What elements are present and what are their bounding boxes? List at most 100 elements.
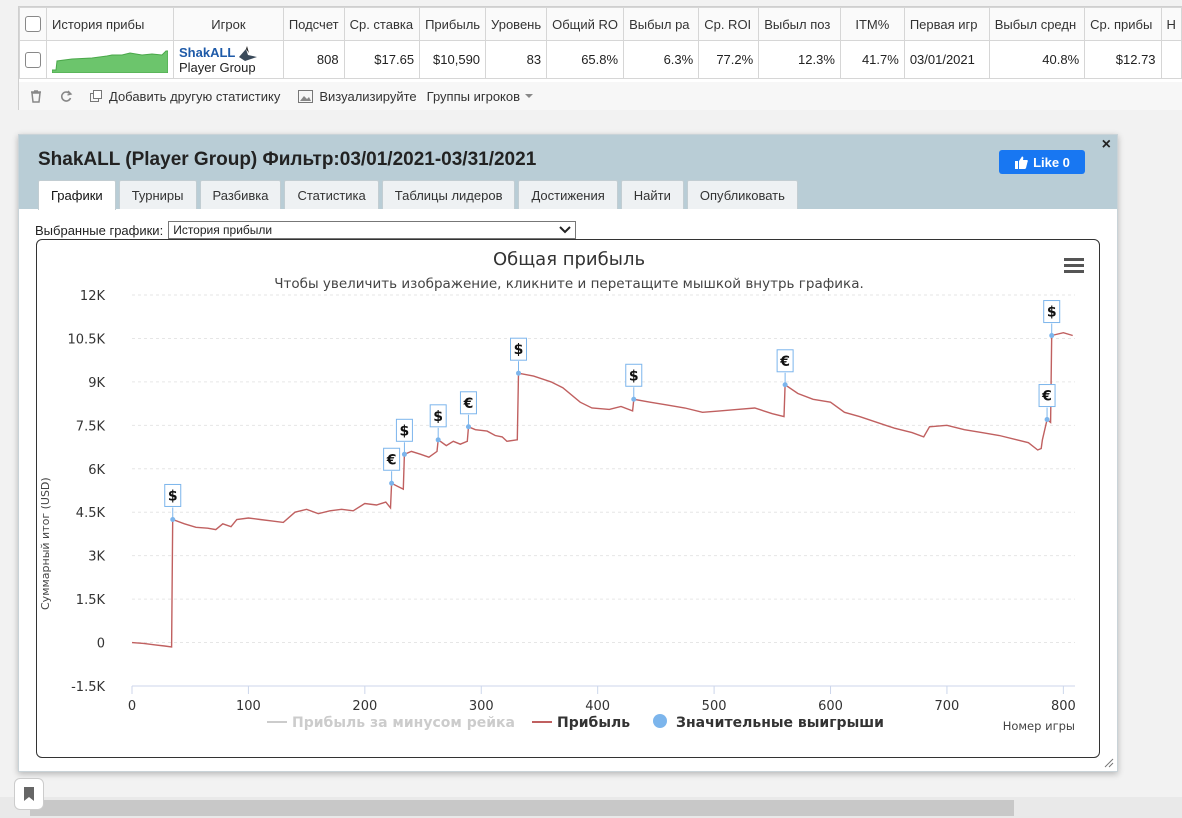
header-late-exit[interactable]: Выбыл поз [758,7,841,41]
flag-box [1038,384,1056,408]
big-win-flag[interactable]: € [776,349,794,388]
big-win-point [401,451,407,457]
chart-series [131,331,1073,648]
x-tick-label: 100 [236,699,261,714]
row-checkbox-cell[interactable] [19,40,47,79]
profit-chart-container[interactable]: Общая прибыль Чтобы увеличить изображени… [36,239,1100,758]
dialog-title: ShakALL (Player Group) Фильтр:03/01/2021… [38,149,537,170]
y-tick-label: 12K [80,289,106,304]
player-name-link[interactable]: ShakALL [179,44,236,60]
close-icon[interactable]: × [1101,136,1111,153]
header-itm[interactable]: ITM% [839,7,905,41]
add-stat-button[interactable]: Добавить другую статистику [89,89,280,104]
flag-box [1043,300,1061,324]
flag-box [383,447,401,471]
player-groups-dropdown[interactable]: Группы игроков [427,89,540,104]
legend-big-wins[interactable]: Значительные выигрыши [676,715,884,731]
chevron-down-icon [559,226,571,234]
big-win-flag[interactable]: € [1038,384,1056,423]
hamburger-menu-icon[interactable] [1064,258,1084,273]
header-profit-history[interactable]: История прибы [46,7,174,41]
legend-profit[interactable]: Прибыль [557,715,630,731]
resize-grip-icon[interactable] [1104,758,1114,768]
cell-level: 83 [485,40,548,79]
flag-label: $ [1047,305,1057,321]
tab-breakdown[interactable]: Разбивка [199,180,282,209]
header-count[interactable]: Подсчет [282,7,345,41]
cell-mid-exit: 40.8% [988,40,1086,79]
profit-chart[interactable]: Общая прибыль Чтобы увеличить изображени… [37,240,1101,759]
select-all-checkbox[interactable] [25,16,41,33]
big-win-flags: $€$$€$$€€$ [164,300,1061,522]
chart-select-value: История прибыли [173,223,273,237]
flag-box [395,418,413,442]
row-checkbox[interactable] [25,51,41,68]
player-cell[interactable]: ShakALL Player Group [173,40,284,79]
refresh-button[interactable] [59,89,79,103]
big-win-point [170,516,176,522]
tab-find[interactable]: Найти [620,180,684,209]
cell-avg-stake: $17.65 [343,40,421,79]
header-avg-profit[interactable]: Ср. прибы [1084,7,1162,41]
legend-net-rake[interactable]: Прибыль за минусом рейка [292,715,515,731]
tab-achievements[interactable]: Достижения [518,180,618,209]
visualize-button[interactable]: Визуализируйте [298,89,417,104]
big-win-flag[interactable]: € [383,447,401,486]
cell-truncated [1160,40,1182,79]
header-player[interactable]: Игрок [173,7,284,41]
delete-button[interactable] [29,89,49,103]
tab-charts[interactable]: Графики [38,180,116,210]
header-level[interactable]: Уровень [485,7,548,41]
header-avg-roi[interactable]: Ср. ROI [698,7,760,41]
chart-type-select[interactable]: История прибыли [168,221,577,239]
player-type: Player Group [179,59,256,75]
chart-selector-row: Выбранные графики: История прибыли [35,221,577,239]
flag-box [776,349,794,373]
big-win-point [465,424,471,430]
like-label: Like 0 [1033,154,1070,170]
bookmark-button[interactable] [14,778,44,810]
header-total-roi[interactable]: Общий RO [546,7,625,41]
chart-legend[interactable]: Прибыль за минусом рейка Прибыль Значите… [267,714,884,731]
cell-late-exit: 12.3% [758,40,841,79]
big-win-flag[interactable]: $ [1043,300,1061,339]
tab-tournaments[interactable]: Турниры [118,180,197,209]
y-tick-label: 9K [88,376,105,391]
header-first-game[interactable]: Первая игр [903,7,990,41]
flag-label: $ [400,423,410,439]
big-win-flag[interactable]: $ [429,404,447,443]
header-profit[interactable]: Прибыль [419,7,487,41]
thumbs-up-icon [1015,156,1028,169]
cell-count: 808 [282,40,345,79]
header-early-exit[interactable]: Выбыл ра [623,7,700,41]
big-win-flag[interactable]: $ [164,483,182,522]
flag-label: € [386,452,397,468]
cell-profit: $10,590 [419,40,487,79]
dialog-header: ShakALL (Player Group) Фильтр:03/01/2021… [19,135,1117,210]
tab-publish[interactable]: Опубликовать [686,180,798,209]
stats-toolbar: Добавить другую статистику Визуализируйт… [19,82,1182,110]
dialog-tabs: Графики Турниры Разбивка Статистика Табл… [38,180,801,210]
big-win-flag[interactable]: € [459,391,477,430]
big-win-flag[interactable]: $ [395,418,413,457]
tab-statistics[interactable]: Статистика [284,180,379,209]
profit-sparkline-cell[interactable] [46,40,174,79]
player-row[interactable]: ShakALL Player Group 808 $17.65 $10,590 … [19,40,1182,79]
y-tick-label: 3K [88,550,105,565]
tab-leaderboards[interactable]: Таблицы лидеров [381,180,516,209]
header-mid-exit[interactable]: Выбыл средн [988,7,1086,41]
legend-swatch-big-wins [653,714,667,728]
chart-title: Общая прибыль [493,249,645,270]
horizontal-scrollbar-thumb[interactable] [30,800,1014,816]
image-icon [298,89,314,103]
big-win-flag[interactable]: $ [625,363,643,402]
select-all-checkbox-cell[interactable] [19,7,47,41]
facebook-like-button[interactable]: Like 0 [999,150,1085,174]
profit-sparkline[interactable] [51,43,169,74]
header-avg-stake[interactable]: Ср. ставка [343,7,421,41]
chart-selector-label: Выбранные графики: [35,222,164,238]
y-tick-label: 7.5K [76,419,106,434]
x-axis-label: Номер игры [1003,719,1075,733]
header-next-truncated[interactable]: Н [1160,7,1182,41]
big-win-flag[interactable]: $ [510,337,528,376]
